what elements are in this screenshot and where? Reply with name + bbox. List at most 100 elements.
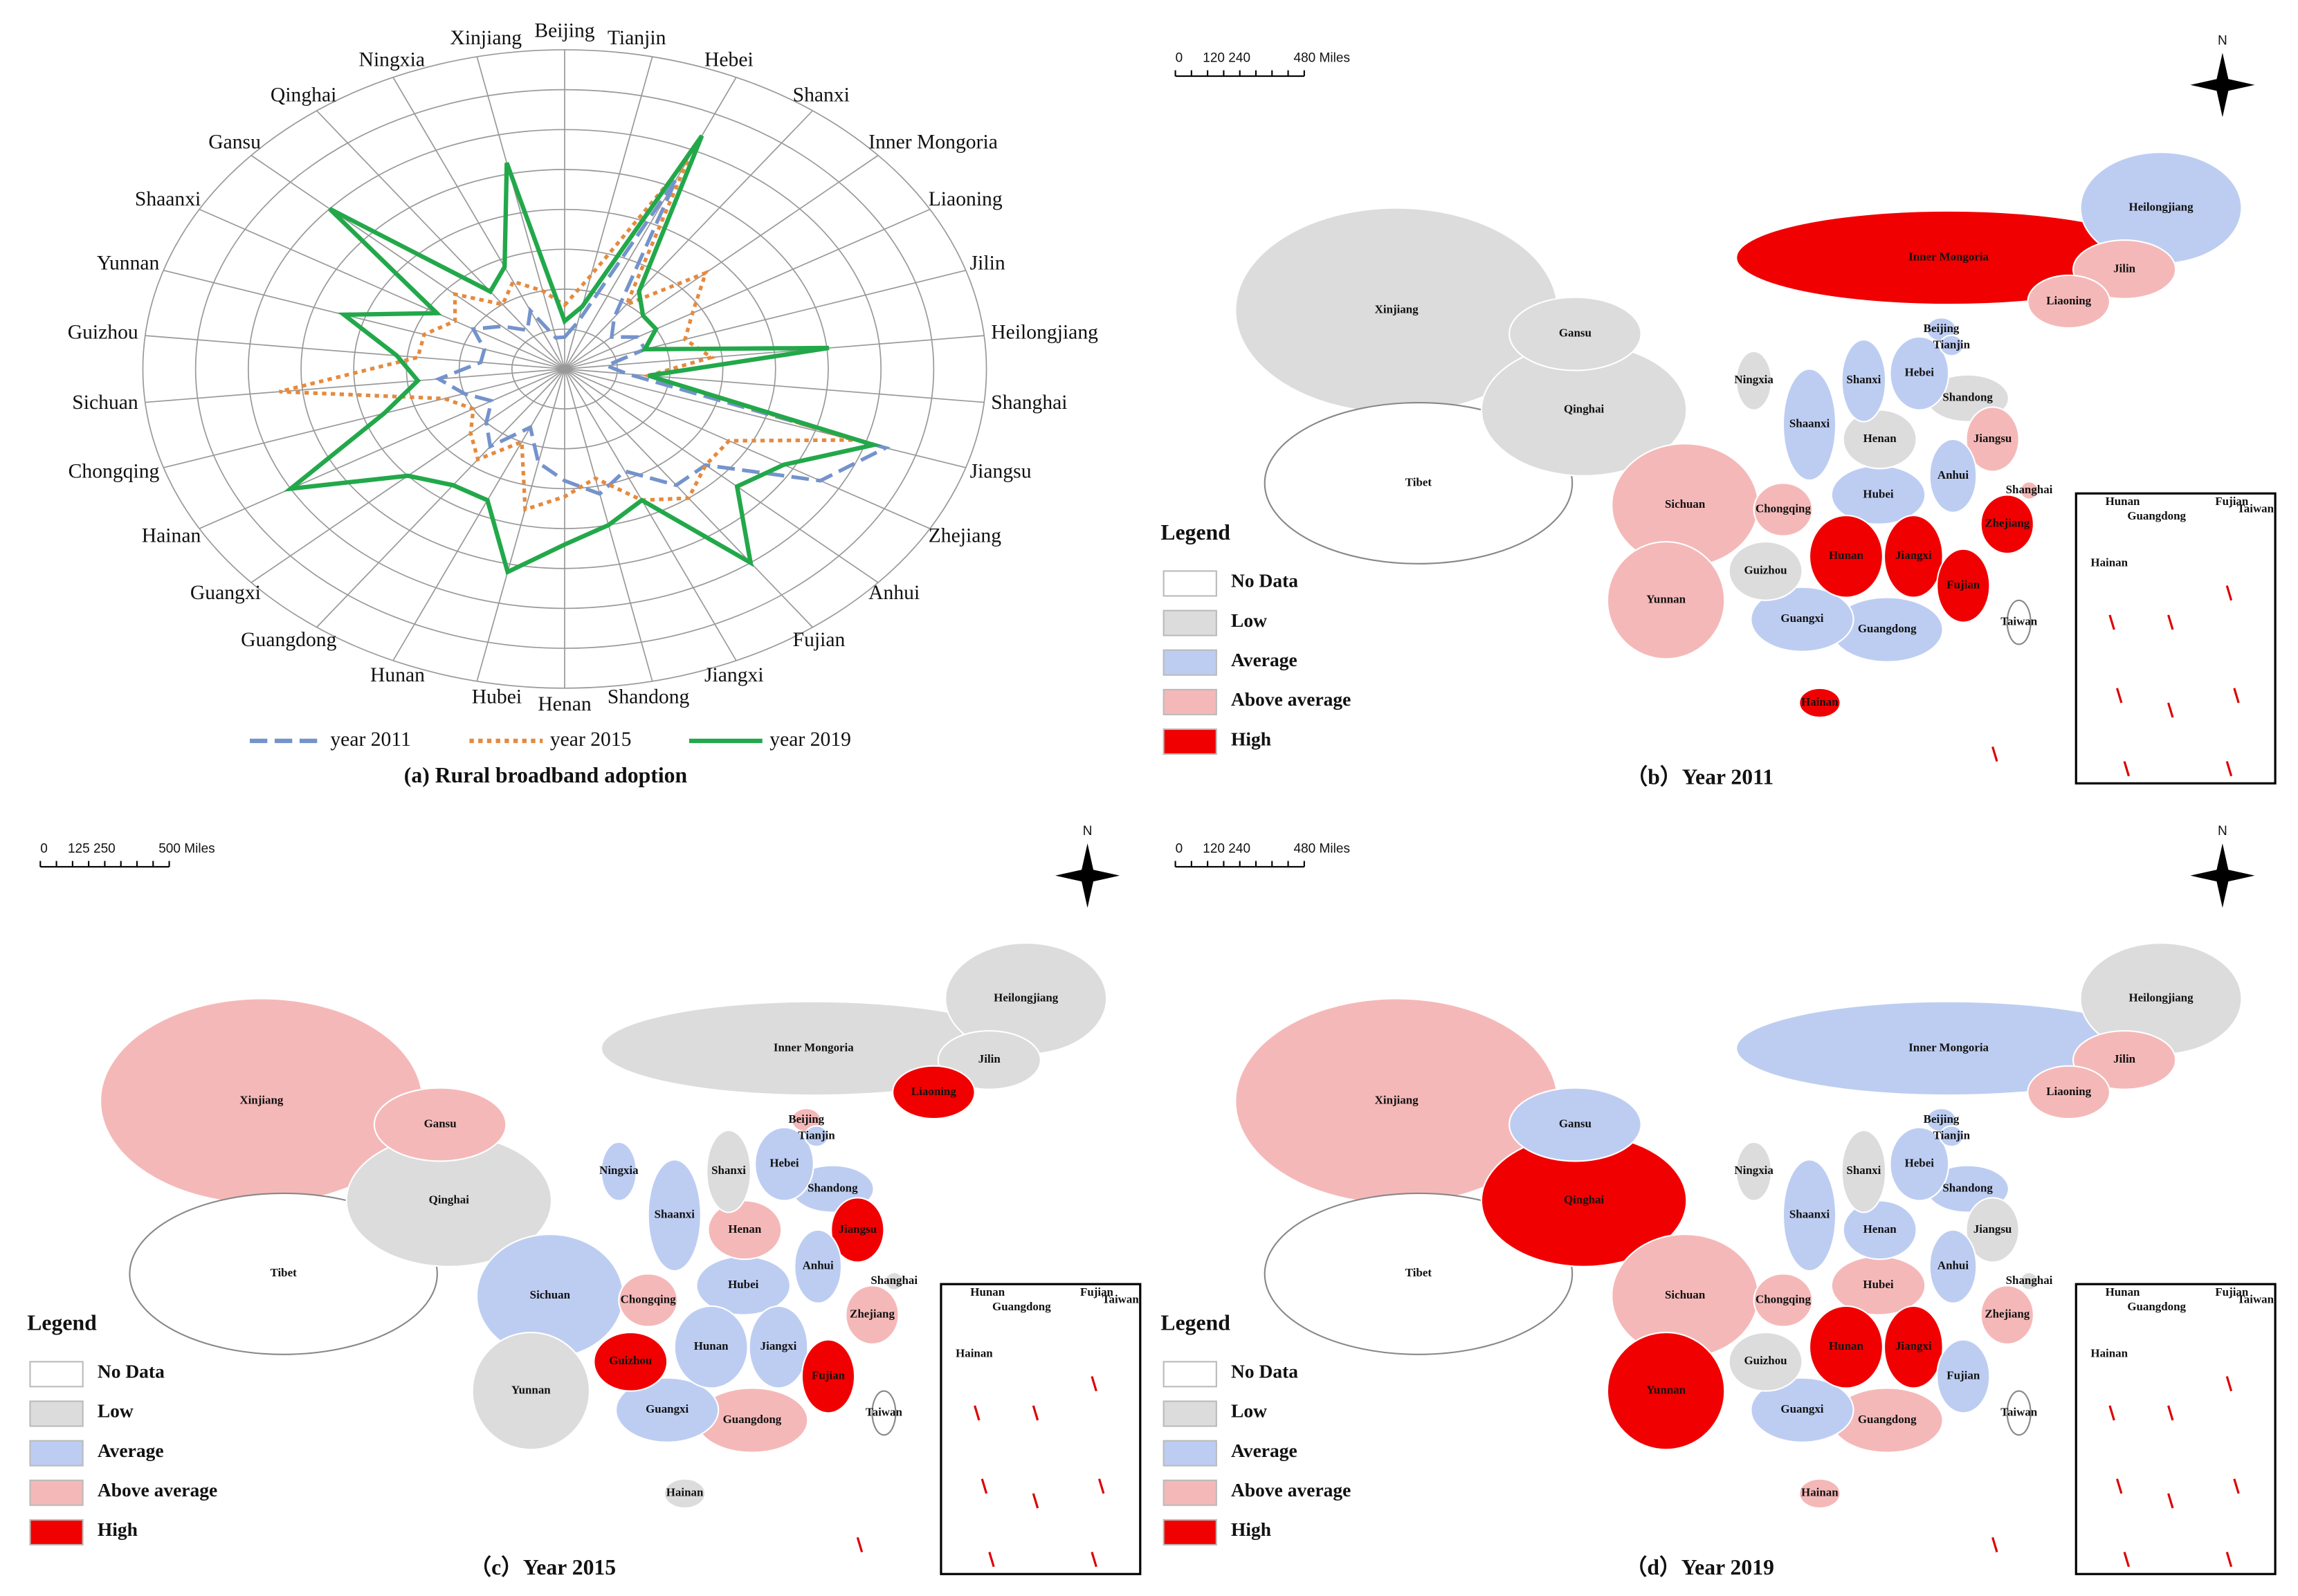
province-label: Xinjiang xyxy=(239,1094,284,1107)
map: Xinjiang Tibet Inner Mongoria Qinghai Heilon… xyxy=(1174,33,2277,789)
spoke xyxy=(564,110,813,369)
province xyxy=(1735,350,1773,411)
axis-label: Jilin xyxy=(970,253,1005,275)
dash-line xyxy=(2115,688,2123,704)
inset-label: Hunan xyxy=(2106,495,2140,508)
axis-label: Tianjin xyxy=(608,27,666,49)
province-label: Hebei xyxy=(1905,1157,1935,1170)
inset-label: Taiwan xyxy=(2237,502,2274,515)
province-label: Fujian xyxy=(1946,578,1980,591)
province xyxy=(673,1305,749,1389)
scale-label: 125 250 xyxy=(68,842,116,856)
province-label: Shandong xyxy=(1942,1181,1993,1194)
province xyxy=(871,1390,897,1436)
province-label: Liaoning xyxy=(2046,294,2091,307)
legend-swatch xyxy=(1162,688,1217,715)
province-label: Liaoning xyxy=(911,1085,956,1098)
province-label: Guizhou xyxy=(609,1354,652,1367)
province-label: Beijing xyxy=(788,1112,824,1126)
province-label: Gansu xyxy=(1559,326,1592,339)
province-label: Guangdong xyxy=(723,1413,782,1426)
legend-label: Above average xyxy=(1231,1479,1351,1501)
inset-label: Guangdong xyxy=(2127,509,2186,522)
scale-label: 480 Miles xyxy=(1294,842,1350,856)
province xyxy=(2019,1272,2039,1291)
legend-swatch xyxy=(29,1400,84,1427)
inset-label: Fujian xyxy=(2215,495,2249,508)
province-label: Hunan xyxy=(1829,549,1863,562)
province xyxy=(1841,338,1887,423)
scale-label: 0 xyxy=(1176,842,1183,856)
province xyxy=(615,1377,720,1443)
dash-line xyxy=(1091,1376,1097,1392)
legend-swatch xyxy=(29,1479,84,1506)
province xyxy=(1782,368,1837,481)
north-label: N xyxy=(2218,824,2227,838)
province xyxy=(1753,1273,1814,1328)
dash-line xyxy=(2123,1552,2130,1568)
province-label: Sichuan xyxy=(1665,497,1706,511)
inset-frame xyxy=(2074,492,2277,785)
dash-line xyxy=(1032,1493,1039,1509)
province-label: Tibet xyxy=(1405,475,1432,488)
axis-label: Henan xyxy=(538,693,592,715)
legend-label: year 2011 xyxy=(330,728,411,751)
dash-line xyxy=(2233,688,2240,704)
province xyxy=(600,1141,637,1202)
axis-label: Shandong xyxy=(608,686,690,708)
scale-label: 480 Miles xyxy=(1294,51,1350,66)
province-label: Hubei xyxy=(1863,487,1893,500)
province-label: Zhejiang xyxy=(1985,517,2030,530)
dash-line xyxy=(2225,1376,2233,1392)
dash-line xyxy=(2233,1478,2240,1494)
province xyxy=(1808,514,1884,598)
province-label: Chongqing xyxy=(621,1292,676,1305)
province-label: Anhui xyxy=(803,1259,834,1272)
dash-line xyxy=(2123,761,2130,777)
series-line xyxy=(435,178,891,496)
dash-line xyxy=(1091,1552,1097,1568)
legend-label: High xyxy=(1231,1519,1271,1540)
province-label: Jiangsu xyxy=(1973,432,2012,445)
province-label: Shanxi xyxy=(1846,373,1881,386)
spoke xyxy=(199,368,565,529)
inset-label: Hainan xyxy=(2090,556,2128,569)
province-label: Fujian xyxy=(812,1368,846,1382)
caption: （b）Year 2011 xyxy=(1625,764,1773,789)
province xyxy=(1939,1125,1964,1148)
spoke xyxy=(316,368,565,628)
legend-swatch xyxy=(29,1361,84,1388)
axis-label: Jiangsu xyxy=(970,461,1032,483)
spoke xyxy=(476,369,565,681)
dash-line xyxy=(1098,1478,1105,1494)
axis-label: Sichuan xyxy=(72,392,138,414)
province-label: Anhui xyxy=(1937,1259,1969,1272)
province xyxy=(471,1331,591,1451)
province-label: Hainan xyxy=(666,1486,704,1499)
legend-label: High xyxy=(98,1519,138,1540)
province-label: Qinghai xyxy=(1564,403,1605,416)
legend-label: Above average xyxy=(98,1479,217,1501)
province xyxy=(647,1159,702,1272)
province xyxy=(1606,1331,1726,1451)
legend-swatch xyxy=(1162,649,1217,676)
province-label: Taiwan xyxy=(2000,614,2038,627)
axis-label: Chongqing xyxy=(69,461,160,483)
axis-label: Xinjiang xyxy=(450,27,522,49)
province-label: Qinghai xyxy=(1564,1193,1605,1206)
province xyxy=(794,1229,843,1304)
legend-swatch xyxy=(1162,1361,1217,1388)
province-label: Anhui xyxy=(1937,468,1969,481)
spoke xyxy=(564,154,879,370)
spoke xyxy=(564,368,966,468)
province xyxy=(618,1273,679,1328)
spoke xyxy=(316,110,565,369)
province-label: Tianjin xyxy=(798,1128,835,1141)
province-label: Xinjiang xyxy=(1375,303,1419,316)
legend-swatch xyxy=(29,1519,84,1545)
province xyxy=(1750,1377,1854,1443)
province-label: Jiangxi xyxy=(1895,1339,1932,1352)
province-label: Shanxi xyxy=(1846,1164,1881,1177)
province xyxy=(1939,334,1964,357)
province-label: Yunnan xyxy=(1646,1384,1686,1397)
